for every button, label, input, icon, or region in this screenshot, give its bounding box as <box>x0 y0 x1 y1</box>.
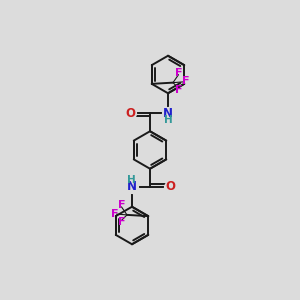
Text: O: O <box>125 107 135 120</box>
Text: F: F <box>182 76 189 86</box>
Text: N: N <box>127 180 137 193</box>
Text: N: N <box>163 107 173 120</box>
Text: F: F <box>175 85 182 94</box>
Text: F: F <box>175 68 182 78</box>
Text: F: F <box>118 217 125 227</box>
Text: H: H <box>164 115 173 125</box>
Text: F: F <box>111 208 118 219</box>
Text: F: F <box>118 200 125 210</box>
Text: O: O <box>165 180 175 193</box>
Text: H: H <box>127 175 136 185</box>
